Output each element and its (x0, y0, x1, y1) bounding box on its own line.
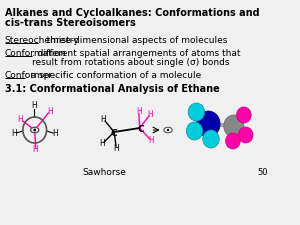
Circle shape (203, 130, 219, 148)
Text: result from rotations about single (σ) bonds: result from rotations about single (σ) b… (32, 58, 229, 67)
Text: H: H (11, 129, 17, 138)
Circle shape (224, 115, 244, 137)
Text: : a specific conformation of a molecule: : a specific conformation of a molecule (25, 71, 201, 80)
Text: H: H (100, 115, 106, 124)
Text: Conformation: Conformation (4, 49, 66, 58)
Text: H: H (47, 106, 53, 115)
Text: H: H (100, 139, 105, 148)
Text: H: H (17, 115, 23, 124)
Ellipse shape (31, 127, 39, 133)
Circle shape (237, 107, 251, 123)
Text: 3.1: Conformational Analysis of Ethane: 3.1: Conformational Analysis of Ethane (4, 84, 219, 94)
Circle shape (238, 127, 253, 143)
Text: H: H (33, 146, 38, 155)
Text: C: C (137, 126, 144, 135)
Text: H: H (148, 136, 154, 145)
Text: Alkanes and Cycloalkanes: Conformations and: Alkanes and Cycloalkanes: Conformations … (4, 8, 259, 18)
Text: Stereochemistry: Stereochemistry (4, 36, 79, 45)
Circle shape (196, 111, 220, 137)
Text: : different spatial arrangements of atoms that: : different spatial arrangements of atom… (32, 49, 240, 58)
Circle shape (167, 129, 169, 131)
Text: cis-trans Stereoisomers: cis-trans Stereoisomers (4, 18, 135, 28)
Circle shape (226, 133, 240, 149)
Text: H: H (113, 144, 119, 153)
Text: Sawhorse: Sawhorse (82, 168, 126, 177)
Circle shape (186, 122, 203, 140)
Text: Conformer: Conformer (4, 71, 52, 80)
Circle shape (188, 103, 205, 121)
Text: H: H (53, 129, 58, 138)
Circle shape (33, 128, 36, 131)
Text: H: H (31, 101, 37, 110)
Text: 50: 50 (257, 168, 268, 177)
Text: H: H (148, 110, 153, 119)
Text: :  three-dimensional aspects of molecules: : three-dimensional aspects of molecules (38, 36, 228, 45)
Text: H: H (136, 107, 142, 116)
Text: C: C (111, 130, 118, 139)
